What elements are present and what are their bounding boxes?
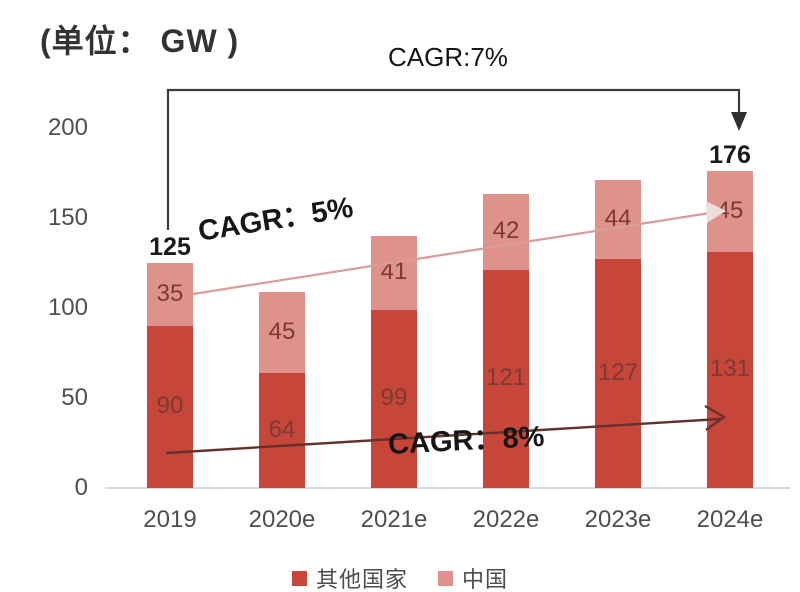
legend: 其他国家 中国 (0, 562, 800, 592)
bar-value-china: 45 (268, 317, 296, 345)
bar-total-label: 176 (709, 141, 751, 169)
bar-value-others: 131 (709, 355, 751, 382)
x-axis-label: 2024e (696, 506, 764, 533)
bar-segment-china (259, 292, 305, 373)
bar-value-others: 90 (156, 392, 184, 419)
legend-label-others: 其他国家 (315, 567, 408, 592)
y-axis-label: 150 (47, 204, 88, 231)
bar-segment-china (147, 263, 193, 326)
x-axis-label: 2019 (143, 506, 197, 533)
y-axis-label: 50 (61, 384, 88, 411)
cagr-others-annotation: CAGR：8% (387, 420, 546, 461)
bar-value-china: 41 (380, 258, 408, 285)
bar-value-china: 42 (492, 217, 520, 244)
x-axis-line (105, 487, 790, 489)
bar-value-china: 35 (156, 279, 184, 307)
x-axis-label: 2022e (472, 506, 540, 533)
bar-value-others: 64 (268, 415, 296, 443)
bar-value-china: 44 (604, 204, 632, 232)
bar-value-china: 45 (716, 196, 744, 224)
bar-value-others: 127 (597, 358, 639, 386)
cagr-total-annotation: CAGR:7% (388, 42, 508, 72)
legend-swatch-others-icon (291, 570, 307, 586)
y-axis-label: 200 (47, 114, 88, 141)
bar-segment-others (371, 310, 417, 488)
legend-item-others: 其他国家 (291, 562, 408, 592)
x-axis-label: 2021e (360, 506, 428, 533)
bar-total-label: 125 (149, 233, 191, 261)
bar-value-others: 99 (380, 384, 408, 411)
legend-swatch-china-icon (438, 570, 453, 586)
x-axis-label: 2020e (248, 506, 316, 533)
x-axis-label: 2023e (584, 506, 652, 533)
legend-label-china: 中国 (462, 567, 509, 592)
legend-item-china: 中国 (438, 562, 508, 592)
chart-title: (单位： GW ) (40, 23, 240, 59)
y-axis-label: 100 (47, 294, 88, 321)
y-axis-label: 0 (74, 474, 88, 501)
bar-segment-others (147, 326, 193, 488)
bar-value-others: 121 (485, 364, 527, 391)
